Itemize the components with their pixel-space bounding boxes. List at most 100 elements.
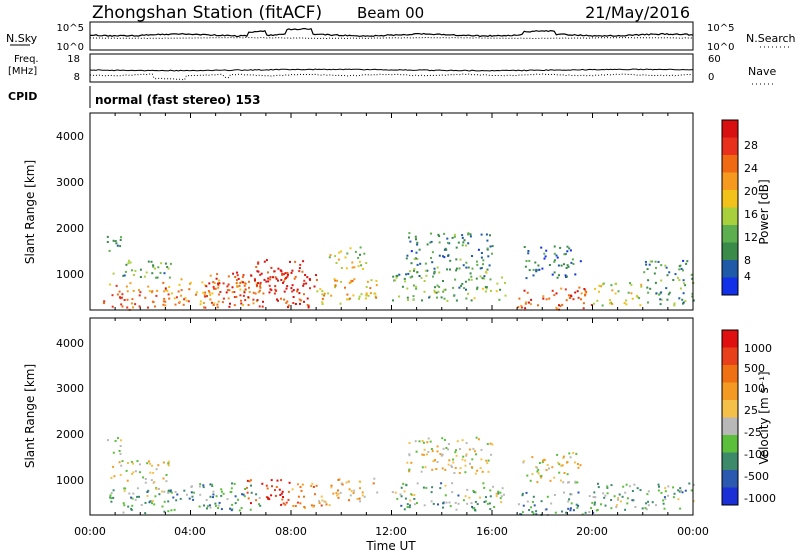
velocity-cell <box>492 485 495 488</box>
power-cell <box>298 298 301 301</box>
power-colorbar-swatch <box>722 242 738 261</box>
power-cell <box>436 266 439 269</box>
velocity-cell <box>169 489 172 492</box>
power-cell <box>248 286 250 289</box>
velocity-cell <box>432 460 435 463</box>
velocity-cell <box>481 470 484 473</box>
velocity-cell <box>167 491 170 494</box>
power-cell <box>346 293 349 296</box>
velocity-cell <box>400 504 403 507</box>
power-cell <box>682 259 685 262</box>
velocity-cell <box>464 495 467 498</box>
power-cell <box>119 296 121 299</box>
velocity-cell <box>134 498 137 501</box>
power-cell <box>340 250 343 253</box>
power-cell <box>257 262 260 265</box>
power-cell <box>611 289 614 292</box>
power-cell <box>269 276 272 279</box>
power-cell <box>125 285 128 288</box>
velocity-cell <box>281 498 284 501</box>
power-cell <box>244 282 247 285</box>
velocity-cell <box>537 468 540 471</box>
power-cell <box>269 288 272 291</box>
power-cell <box>283 280 285 283</box>
nave-trace <box>89 73 694 81</box>
power-cell <box>205 285 208 288</box>
velocity-cell <box>421 466 424 469</box>
velocity-cell <box>220 490 223 493</box>
power-cell <box>259 285 262 288</box>
velocity-cell <box>465 453 468 456</box>
velocity-cell <box>361 494 364 497</box>
power-cbar-tick-16: 16 <box>744 208 758 221</box>
power-cell <box>162 303 165 306</box>
velocity-cell <box>215 495 218 498</box>
power-cell <box>118 290 121 293</box>
power-cell <box>286 271 289 274</box>
velocity-cell <box>486 502 489 505</box>
power-cell <box>465 244 467 247</box>
velocity-cell <box>131 473 133 475</box>
power-cell <box>353 278 356 281</box>
velocity-cell <box>444 484 447 487</box>
velocity-cell <box>416 502 418 505</box>
velocity-cell <box>561 464 564 467</box>
velocity-cell <box>610 499 613 501</box>
velocity-cell <box>406 461 409 464</box>
power-cell <box>660 298 663 301</box>
velocity-cell <box>422 486 425 489</box>
velocity-cell <box>667 494 669 497</box>
velocity-cell <box>280 479 283 482</box>
power-cell <box>256 299 259 302</box>
power-cell <box>485 287 488 290</box>
power-cell <box>164 287 167 290</box>
power-cell <box>183 298 186 301</box>
power-cell <box>364 297 367 300</box>
velocity-cell <box>461 439 464 442</box>
power-cell <box>299 302 301 305</box>
power-cell <box>477 248 480 251</box>
power-cell <box>455 246 458 249</box>
velocity-cell <box>353 489 356 492</box>
power-cell <box>259 273 262 276</box>
power-cell <box>184 296 187 299</box>
power-cell <box>144 296 147 299</box>
velocity-cell <box>569 456 572 459</box>
velocity-cell <box>288 481 291 484</box>
velocity-cell <box>202 484 205 487</box>
velocity-cell <box>489 442 492 445</box>
power-cell <box>438 271 441 274</box>
velocity-cell <box>663 496 666 499</box>
velocity-cell <box>144 478 147 480</box>
velocity-cell <box>681 491 684 494</box>
velocity-cell <box>245 486 248 489</box>
power-cell <box>433 289 436 292</box>
velocity-cell <box>454 501 457 504</box>
velocity-cell <box>590 507 593 510</box>
velocity-cell <box>530 506 532 509</box>
velocity-cell <box>477 438 480 441</box>
velocity-cell <box>604 504 607 507</box>
power-cell <box>524 307 527 310</box>
velocity-cell <box>436 450 439 453</box>
velocity-cell <box>149 471 152 474</box>
velocity-cell <box>303 495 305 498</box>
power-cell <box>319 288 322 291</box>
power-cell <box>195 291 198 294</box>
velocity-cell <box>560 464 563 467</box>
power-cell <box>213 287 216 290</box>
velocity-cell <box>677 489 680 492</box>
velocity-cell <box>237 498 239 501</box>
velocity-cell <box>562 456 565 459</box>
xtick-2000: 20:00 <box>576 525 608 538</box>
power-cell <box>692 299 695 302</box>
velocity-cell <box>183 489 186 492</box>
power-cell <box>555 292 558 295</box>
power-cell <box>438 241 441 244</box>
power-cell <box>433 272 436 275</box>
power-cell <box>446 299 449 302</box>
velocity-cell <box>568 452 571 455</box>
velocity-cell <box>258 496 261 499</box>
power-colorbar <box>722 120 738 296</box>
velocity-cell <box>198 485 201 488</box>
